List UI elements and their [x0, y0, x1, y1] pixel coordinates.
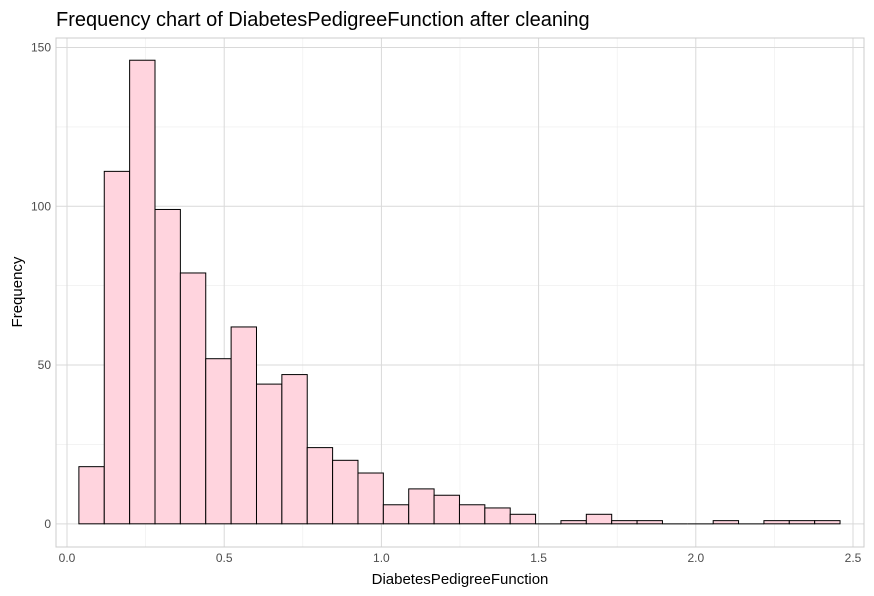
histogram-bar [458, 504, 486, 525]
x-tick-label: 1.0 [373, 551, 390, 565]
histogram-bar [712, 520, 740, 525]
y-tick-label: 100 [31, 199, 51, 213]
x-axis-title: DiabetesPedigreeFunction [372, 571, 549, 588]
histogram-bar [129, 59, 156, 525]
histogram-bar [433, 494, 460, 525]
histogram-bar [357, 472, 384, 525]
histogram-bar [408, 488, 435, 525]
histogram-bar [179, 272, 207, 525]
histogram-bar [103, 170, 131, 525]
histogram-bar [611, 520, 638, 525]
y-axis-title: Frequency [9, 256, 26, 327]
histogram-bar [788, 520, 816, 525]
histogram-bar [205, 358, 232, 525]
y-tick-label: 0 [44, 517, 51, 531]
x-tick-label: 1.5 [530, 551, 547, 565]
histogram-bar [281, 374, 308, 525]
histogram-bar [636, 520, 663, 525]
histogram-bars [78, 59, 841, 525]
y-axis-ticks: 0 50 100 150 [31, 41, 51, 531]
histogram-bar [560, 520, 587, 525]
histogram-bar [332, 459, 359, 525]
histogram-bar [814, 520, 841, 525]
histogram-bar [255, 383, 283, 525]
panel-border [55, 37, 865, 548]
chart-title: Frequency chart of DiabetesPedigreeFunct… [56, 9, 590, 31]
histogram-bar [154, 208, 181, 525]
histogram-bar [484, 507, 511, 525]
y-tick-label: 50 [38, 358, 52, 372]
x-tick-label: 2.0 [687, 551, 704, 565]
histogram-bar [306, 447, 334, 525]
histogram-bar [78, 466, 105, 525]
histogram-bar [763, 520, 790, 525]
x-axis-ticks: 0.0 0.5 1.0 1.5 2.0 2.5 [59, 551, 862, 565]
x-tick-label: 0.0 [59, 551, 76, 565]
histogram-bar [509, 513, 537, 525]
histogram-bar [382, 504, 410, 525]
x-tick-label: 2.5 [845, 551, 862, 565]
histogram-bar [230, 326, 257, 525]
x-tick-label: 0.5 [216, 551, 233, 565]
histogram-bar [585, 513, 613, 525]
y-tick-label: 150 [31, 41, 51, 55]
